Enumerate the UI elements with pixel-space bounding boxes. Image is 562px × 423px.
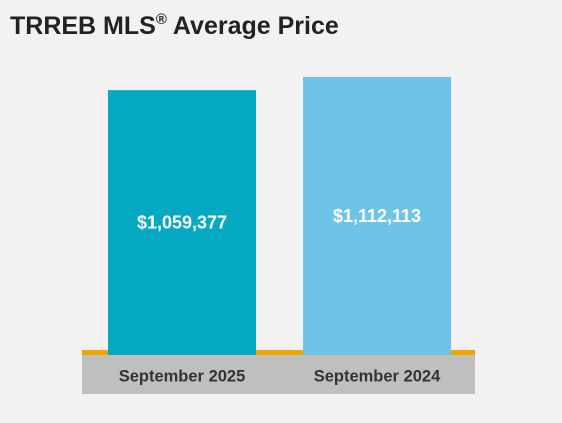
- axis-baseline-segment-2: [256, 350, 303, 355]
- axis-baseline-segment-1: [82, 350, 108, 355]
- bar-value-label-1: $1,059,377: [137, 213, 227, 233]
- chart-title-main: TRREB MLS: [10, 12, 156, 40]
- x-tick-label-1: September 2025: [119, 367, 246, 385]
- category-axis: September 2025 September 2024: [82, 350, 475, 394]
- axis-baseline-segment-3: [451, 350, 475, 355]
- bar-value-label-2: $1,112,113: [333, 206, 421, 226]
- chart-title: TRREB MLS® Average Price: [10, 12, 339, 41]
- chart-title-rest: Average Price: [166, 12, 339, 40]
- registered-mark: ®: [155, 11, 167, 28]
- bars-layer: $1,059,377 $1,112,113: [108, 76, 451, 356]
- bar-2: [303, 76, 451, 356]
- category-axis-band: [82, 355, 475, 394]
- x-tick-label-2: September 2024: [314, 367, 441, 385]
- bar-1: [108, 90, 256, 355]
